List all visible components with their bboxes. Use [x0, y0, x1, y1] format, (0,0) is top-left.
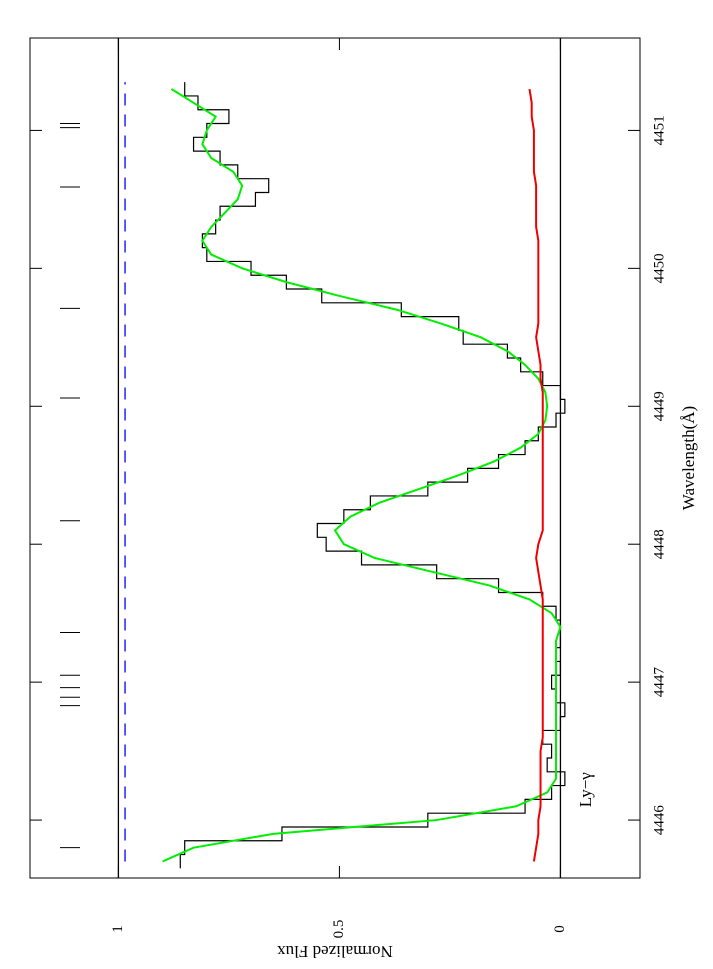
annotation: Ly−γ: [576, 772, 595, 808]
x-tick-label: 4449: [651, 391, 667, 421]
y-axis-label: Normalized Flux: [277, 942, 393, 961]
x-tick-label: 4451: [651, 115, 667, 145]
y-tick-label: 0.5: [331, 920, 347, 939]
model-line: [528, 88, 544, 862]
x-tick-label: 4450: [651, 253, 667, 283]
x-tick-label: 4446: [651, 805, 667, 836]
y-tick-label: 1: [110, 925, 126, 933]
x-axis-label: Wavelength(Å): [679, 406, 698, 510]
x-tick-label: 4447: [651, 667, 667, 698]
model-line: [162, 88, 562, 863]
y-tick-label: 0: [552, 925, 568, 933]
rotated-plot: Wavelength(Å) Normalized Flux 4446 4447 44…: [29, 37, 698, 961]
x-tick-label: 4448: [651, 529, 667, 559]
plot-frame: [29, 37, 641, 879]
